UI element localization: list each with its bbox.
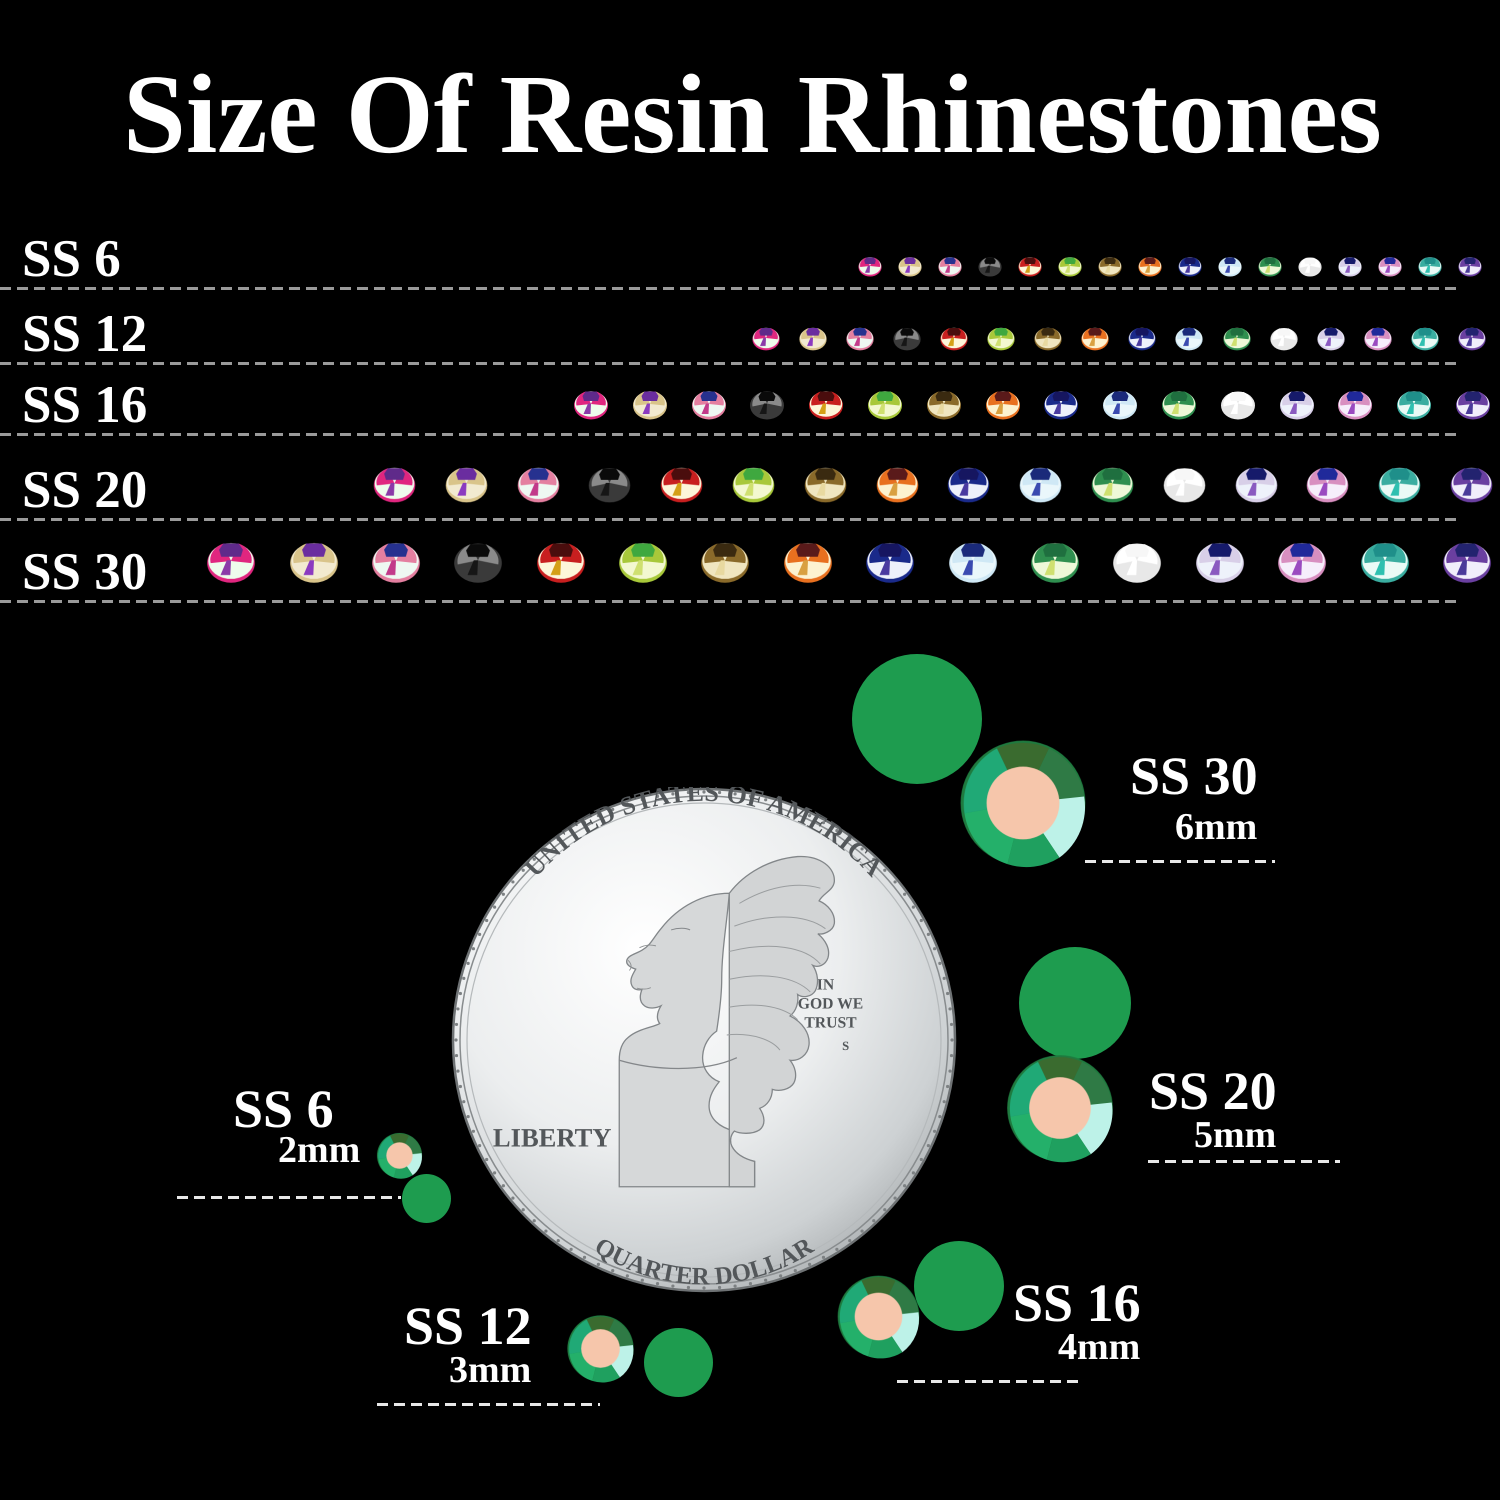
svg-text:IN: IN: [817, 976, 835, 993]
svg-text:GOD WE: GOD WE: [798, 995, 863, 1012]
svg-text:LIBERTY: LIBERTY: [493, 1122, 612, 1152]
svg-text:S: S: [842, 1039, 849, 1053]
svg-text:TRUST: TRUST: [804, 1014, 857, 1031]
